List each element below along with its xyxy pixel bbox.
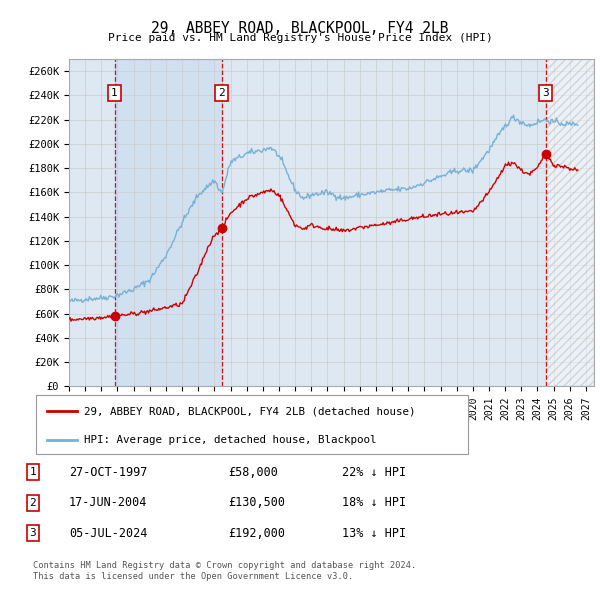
Text: 2: 2: [29, 498, 37, 507]
Text: 22% ↓ HPI: 22% ↓ HPI: [342, 466, 406, 478]
Text: 27-OCT-1997: 27-OCT-1997: [69, 466, 148, 478]
Bar: [545, 59, 594, 386]
FancyBboxPatch shape: [36, 395, 468, 454]
Text: 13% ↓ HPI: 13% ↓ HPI: [342, 527, 406, 540]
Text: 29, ABBEY ROAD, BLACKPOOL, FY4 2LB: 29, ABBEY ROAD, BLACKPOOL, FY4 2LB: [151, 21, 449, 35]
Text: 05-JUL-2024: 05-JUL-2024: [69, 527, 148, 540]
Text: 29, ABBEY ROAD, BLACKPOOL, FY4 2LB (detached house): 29, ABBEY ROAD, BLACKPOOL, FY4 2LB (deta…: [83, 407, 415, 416]
Text: Contains HM Land Registry data © Crown copyright and database right 2024.: Contains HM Land Registry data © Crown c…: [33, 560, 416, 569]
Text: 1: 1: [111, 88, 118, 99]
Text: 18% ↓ HPI: 18% ↓ HPI: [342, 496, 406, 509]
Bar: [115, 59, 222, 386]
Text: £130,500: £130,500: [228, 496, 285, 509]
Text: 3: 3: [542, 88, 549, 99]
Text: 1: 1: [29, 467, 37, 477]
Text: This data is licensed under the Open Government Licence v3.0.: This data is licensed under the Open Gov…: [33, 572, 353, 581]
Text: Price paid vs. HM Land Registry's House Price Index (HPI): Price paid vs. HM Land Registry's House …: [107, 33, 493, 43]
Text: 17-JUN-2004: 17-JUN-2004: [69, 496, 148, 509]
Text: 2: 2: [218, 88, 225, 99]
Text: HPI: Average price, detached house, Blackpool: HPI: Average price, detached house, Blac…: [83, 435, 376, 444]
Text: 3: 3: [29, 529, 37, 538]
Text: £58,000: £58,000: [228, 466, 278, 478]
Bar: [545, 59, 594, 386]
Text: £192,000: £192,000: [228, 527, 285, 540]
